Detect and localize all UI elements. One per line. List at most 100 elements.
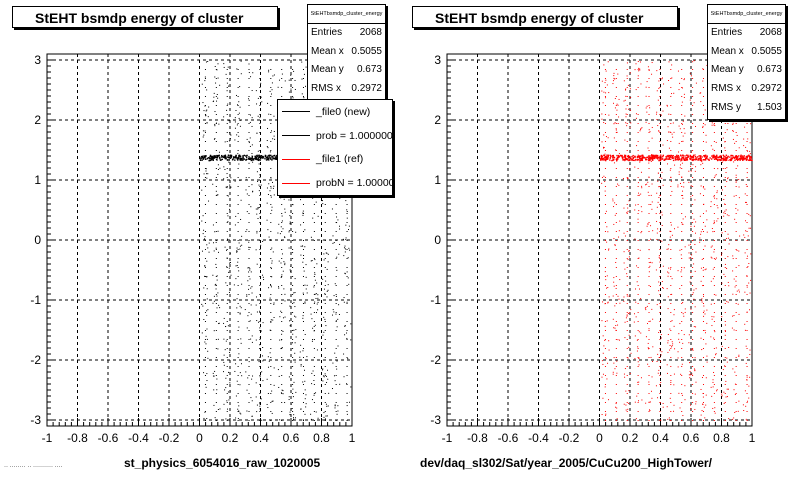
right-data-point [659,213,661,214]
left-data-point [335,294,337,295]
left-band-point [266,158,268,160]
left-data-point [233,284,235,286]
left-band-point [224,154,227,156]
right-data-point [702,132,704,133]
right-data-point [702,186,704,187]
left-data-point [247,377,249,379]
right-data-point [670,346,672,348]
right-data-point [667,333,669,335]
left-data-point [216,378,218,380]
left-data-point [292,342,294,344]
left-band-point [217,155,220,157]
right-band-point [735,155,738,157]
right-band-point [690,155,692,158]
right-data-point [605,413,607,415]
right-data-point [702,285,704,286]
right-data-point [657,353,659,355]
right-data-point [670,105,672,106]
left-data-point [226,258,228,259]
right-band-point [705,158,707,160]
left-data-point [237,411,239,412]
right-data-point [745,230,747,232]
right-data-point [703,315,705,317]
right-data-point [727,122,729,124]
right-data-point [626,315,628,317]
left-data-point [215,411,217,412]
left-data-point [218,304,220,306]
left-data-point [302,402,304,403]
right-band-point [635,158,637,161]
left-band-point [267,159,269,161]
right-data-point [670,312,672,313]
right-data-point [626,330,628,331]
right-data-point [625,122,627,124]
right-band-point [651,154,653,156]
left-data-point [248,267,250,268]
left-data-point [331,314,333,316]
left-band-point [221,158,223,161]
right-band-point [666,155,668,157]
right-band-point [725,157,727,159]
right-band-point [606,156,608,158]
left-data-point [277,232,279,234]
right-data-point [681,420,683,421]
left-data-point [302,245,304,247]
right-data-point [628,402,630,404]
left-data-point [274,138,276,140]
left-data-point [215,132,217,133]
left-data-point [313,330,315,331]
left-band-point [269,154,271,157]
left-data-point [216,307,218,309]
right-data-point [634,209,636,211]
left-band-point [275,155,278,157]
right-data-point [738,400,740,402]
left-data-point [336,256,338,258]
left-data-point [226,150,228,151]
left-band-point [268,155,271,157]
left-data-point [228,291,230,293]
right-band-point [722,157,725,159]
left-data-point [204,375,206,376]
left-data-point [270,168,272,169]
right-data-point [726,181,728,183]
right-data-point [713,186,715,187]
right-data-point [624,139,626,141]
left-data-point [259,78,261,79]
left-band-point [237,156,240,159]
left-band-point [245,156,248,158]
right-band-point [739,158,742,160]
stat-value: 0.5055 [751,45,782,57]
right-data-point [681,176,683,178]
right-data-point [732,123,734,125]
left-data-point [236,134,238,136]
left-data-point [248,63,250,65]
left-data-point [252,191,254,193]
left-data-point [218,251,220,253]
right-band-point [656,157,659,159]
right-data-point [702,267,704,268]
stat-label: RMS x [311,83,341,95]
right-band-point [650,157,652,159]
right-data-point [648,222,650,223]
right-data-point [713,285,715,286]
right-data-point [647,347,649,349]
right-data-point [735,393,737,394]
left-band-point [203,155,205,157]
right-data-point [660,382,662,384]
right-data-point [747,400,749,402]
right-data-point [700,414,702,416]
right-data-point [648,328,650,330]
left-data-point [226,87,228,88]
right-band-point [684,155,686,157]
right-data-point [670,402,672,403]
left-band-point [268,159,270,161]
right-data-point [680,373,682,375]
left-data-point [302,212,304,214]
left-data-point [271,206,273,208]
left-data-point [281,384,283,385]
left-data-point [266,219,268,221]
left-data-point [311,383,313,385]
left-data-point [204,411,206,412]
right-data-point [746,420,748,421]
right-data-point [670,78,672,79]
